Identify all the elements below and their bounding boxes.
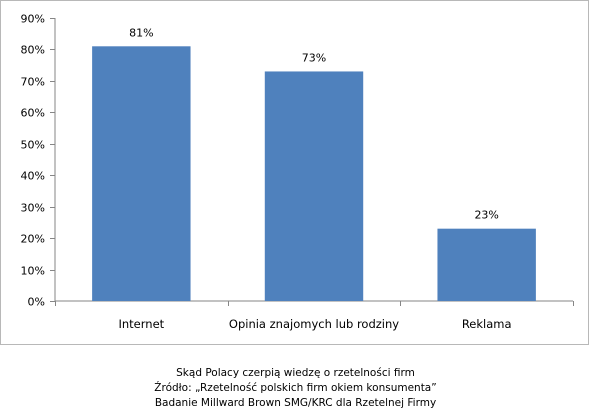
x-tick-label: Reklama [462, 317, 512, 331]
y-tick-label: 60% [21, 107, 45, 120]
y-tick-label: 50% [21, 139, 45, 152]
bar [437, 228, 536, 301]
data-label: 73% [302, 51, 326, 64]
y-tick-label: 0% [28, 296, 45, 309]
y-tick-label: 30% [21, 202, 45, 215]
y-tick-label: 80% [21, 44, 45, 57]
x-tick-label: Opinia znajomych lub rodziny [229, 317, 399, 331]
y-tick-label: 20% [21, 233, 45, 246]
x-tick-label: Internet [118, 317, 164, 331]
y-tick-label: 70% [21, 76, 45, 89]
y-tick-label: 40% [21, 170, 45, 183]
bar [92, 46, 191, 301]
data-label: 81% [129, 26, 153, 39]
y-tick-label: 10% [21, 265, 45, 278]
bar-chart: 0% 10% 20% 30% 40% 50% 60% 70% 80% 90% 81% Internet… [21, 13, 574, 331]
data-label: 23% [474, 209, 498, 222]
caption-title: Skąd Polacy czerpią wiedzę o rzetelności… [176, 367, 415, 379]
bar [264, 71, 364, 301]
caption-study: Badanie Millward Brown SMG/KRC dla Rzete… [154, 397, 437, 409]
chart-caption: Skąd Polacy czerpią wiedzę o rzetelności… [0, 366, 591, 411]
caption-source: Źródło: „Rzetelność polskich firm okiem … [154, 382, 437, 394]
y-tick-label: 90% [21, 13, 45, 26]
